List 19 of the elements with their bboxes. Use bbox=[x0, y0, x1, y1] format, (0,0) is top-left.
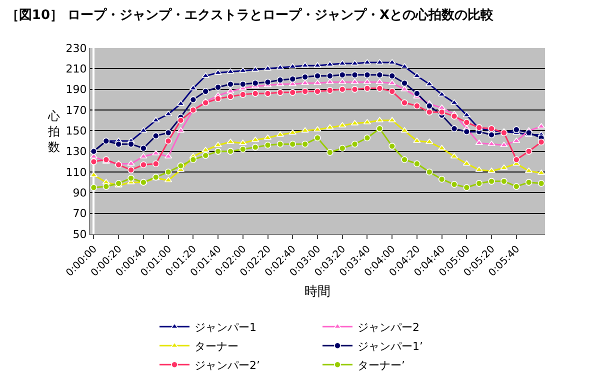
y-tick-label: 110 bbox=[66, 166, 87, 179]
y-tick-label: 130 bbox=[66, 145, 87, 158]
legend-label: ジャンパー1 bbox=[194, 320, 256, 334]
chart-title: ［図10］ ロープ・ジャンプ・エクストラとロープ・ジャンプ・Xとの心拍数の比較 bbox=[6, 6, 495, 23]
y-axis-title: 心拍数 bbox=[47, 109, 60, 154]
legend-label: ターナー bbox=[194, 340, 238, 353]
y-tick-label: 210 bbox=[66, 62, 87, 76]
y-tick-label: 50 bbox=[72, 228, 87, 241]
x-axis-title: 時間 bbox=[304, 284, 330, 300]
legend-label: ジャンパー2’ bbox=[194, 358, 260, 372]
y-tick-label: 70 bbox=[72, 207, 87, 220]
legend-label: ジャンパー2 bbox=[358, 320, 420, 334]
y-tick-label: 150 bbox=[66, 124, 87, 138]
y-tick-label: 190 bbox=[66, 83, 87, 96]
legend-label: ジャンパー1’ bbox=[358, 340, 423, 353]
y-tick-label: 90 bbox=[72, 186, 87, 200]
y-tick-label: 170 bbox=[66, 104, 87, 117]
legend-label: ターナー’ bbox=[358, 358, 405, 372]
y-tick-label: 230 bbox=[66, 42, 87, 55]
